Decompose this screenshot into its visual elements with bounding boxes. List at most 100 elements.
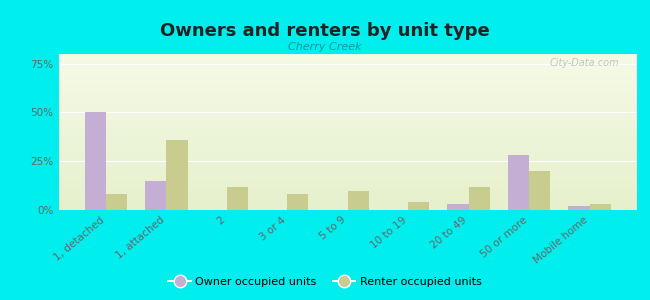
Bar: [58, 160, 637, 161]
Bar: [58, 141, 637, 142]
Bar: [58, 167, 637, 168]
Bar: [58, 209, 637, 210]
Bar: [58, 163, 637, 164]
Bar: [58, 76, 637, 77]
Bar: [145, 181, 166, 210]
Bar: [58, 202, 637, 203]
Bar: [58, 192, 637, 193]
Bar: [529, 171, 551, 210]
Legend: Owner occupied units, Renter occupied units: Owner occupied units, Renter occupied un…: [164, 273, 486, 291]
Bar: [568, 206, 590, 210]
Bar: [590, 204, 611, 210]
Bar: [58, 84, 637, 85]
Bar: [287, 194, 309, 210]
Bar: [58, 188, 637, 189]
Bar: [58, 165, 637, 166]
Bar: [58, 110, 637, 111]
Bar: [58, 181, 637, 182]
Bar: [58, 186, 637, 187]
Bar: [58, 201, 637, 202]
Bar: [58, 74, 637, 75]
Bar: [166, 140, 188, 210]
Bar: [58, 97, 637, 98]
Bar: [58, 93, 637, 94]
Bar: [58, 102, 637, 103]
Bar: [58, 176, 637, 177]
Bar: [58, 77, 637, 78]
Bar: [58, 60, 637, 61]
Bar: [58, 190, 637, 191]
Bar: [58, 169, 637, 170]
Bar: [58, 62, 637, 63]
Bar: [58, 58, 637, 59]
Bar: [58, 148, 637, 149]
Bar: [58, 168, 637, 169]
Bar: [469, 187, 490, 210]
Bar: [58, 134, 637, 135]
Bar: [58, 71, 637, 72]
Bar: [58, 78, 637, 79]
Bar: [58, 104, 637, 105]
Bar: [58, 207, 637, 208]
Bar: [58, 197, 637, 198]
Bar: [58, 86, 637, 87]
Bar: [58, 151, 637, 152]
Bar: [58, 145, 637, 146]
Bar: [58, 166, 637, 167]
Bar: [58, 185, 637, 186]
Bar: [58, 191, 637, 192]
Bar: [58, 142, 637, 143]
Bar: [58, 179, 637, 180]
Bar: [58, 193, 637, 194]
Bar: [58, 116, 637, 117]
Bar: [58, 99, 637, 100]
Bar: [58, 138, 637, 139]
Bar: [58, 170, 637, 171]
Bar: [58, 149, 637, 150]
Bar: [58, 162, 637, 163]
Bar: [58, 180, 637, 181]
Bar: [58, 69, 637, 70]
Bar: [58, 126, 637, 127]
Bar: [58, 111, 637, 112]
Bar: [58, 159, 637, 160]
Bar: [58, 204, 637, 205]
Bar: [58, 100, 637, 101]
Bar: [58, 154, 637, 155]
Bar: [58, 127, 637, 128]
Bar: [58, 208, 637, 209]
Bar: [58, 184, 637, 185]
Bar: [58, 198, 637, 199]
Bar: [58, 187, 637, 188]
Text: Owners and renters by unit type: Owners and renters by unit type: [160, 22, 490, 40]
Bar: [58, 175, 637, 176]
Bar: [58, 146, 637, 147]
Bar: [227, 187, 248, 210]
Bar: [58, 156, 637, 157]
Bar: [58, 199, 637, 200]
Bar: [58, 67, 637, 68]
Bar: [58, 172, 637, 173]
Bar: [58, 174, 637, 175]
Bar: [58, 123, 637, 124]
Bar: [58, 113, 637, 114]
Bar: [58, 90, 637, 91]
Bar: [106, 194, 127, 210]
Bar: [58, 195, 637, 196]
Bar: [58, 63, 637, 64]
Bar: [58, 105, 637, 106]
Bar: [58, 101, 637, 102]
Bar: [84, 112, 106, 210]
Bar: [58, 128, 637, 129]
Bar: [58, 135, 637, 136]
Bar: [58, 196, 637, 197]
Bar: [58, 82, 637, 83]
Bar: [58, 122, 637, 123]
Bar: [58, 177, 637, 178]
Bar: [58, 61, 637, 62]
Bar: [58, 143, 637, 144]
Bar: [58, 75, 637, 76]
Bar: [58, 117, 637, 118]
Bar: [58, 106, 637, 107]
Bar: [58, 81, 637, 82]
